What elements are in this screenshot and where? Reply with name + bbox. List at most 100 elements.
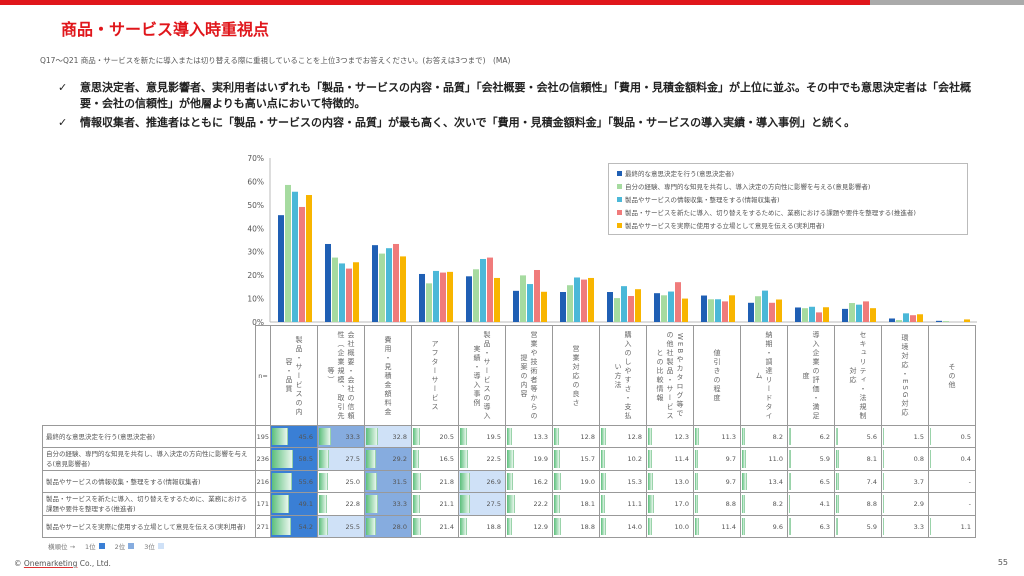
y-tick-label: 0% <box>252 318 264 327</box>
cell-bar <box>460 473 470 490</box>
column-header: アフターサービス <box>411 325 459 426</box>
column-header: その他 <box>928 325 976 426</box>
table-cell: 8.2 <box>740 425 788 448</box>
check-icon: ✓ <box>58 116 68 129</box>
cell-bar <box>836 495 840 513</box>
bar-1-7 <box>560 292 566 322</box>
table-cell: 11.4 <box>646 447 694 471</box>
cell-bar <box>648 495 654 513</box>
cell-bar <box>789 428 792 445</box>
bar-3-2 <box>339 263 345 322</box>
table-cell: 12.8 <box>552 425 600 448</box>
legend-label: 自分の経験、専門的な知見を共有し、導入決定の方向性に影響を与える(意見影響者) <box>625 183 871 191</box>
table-row: 製品やサービスを実際に使用する立場として意見を伝える(実利用者) 271 54.2 2… <box>42 515 976 538</box>
cell-bar <box>272 428 289 445</box>
cell-bar <box>413 518 421 535</box>
cell-bar <box>930 518 931 535</box>
table-cell: - <box>928 492 976 516</box>
cell-bar <box>272 518 292 535</box>
table-cell: 1.1 <box>928 515 976 538</box>
legend-swatch <box>617 210 622 215</box>
table-row: 最終的な意思決定を行う(意思決定者) 195 45.6 33.3 32.8 20.5 19.… <box>42 425 976 448</box>
bar-2-1 <box>285 184 291 322</box>
table-cell: 13.3 <box>505 425 553 448</box>
bar-1-10 <box>701 295 707 322</box>
cell-bar <box>789 518 792 535</box>
cell-bar <box>883 495 885 513</box>
bar-3-12 <box>809 306 815 322</box>
table-cell: 26.9 <box>458 470 506 493</box>
bar-4-3 <box>393 243 399 322</box>
n-header: n= <box>255 325 271 426</box>
cell-bar <box>272 473 292 490</box>
summary-bullets: ✓ 意思決定者、意見影響者、実利用者はいずれも「製品・サービスの内容・品質」「会社… <box>58 80 988 134</box>
legend-label: 製品やサービスを実際に使用する立場として意見を伝える(実利用者) <box>625 222 825 230</box>
table-cell: 13.0 <box>646 470 694 493</box>
cell-bar <box>507 450 515 468</box>
cell-bar <box>742 473 747 490</box>
legend-swatch <box>617 184 622 189</box>
table-cell: 12.3 <box>646 425 694 448</box>
top-accent-bar <box>0 0 870 5</box>
column-header: 購入のしやすさ・支払い方法 <box>599 325 647 426</box>
page-number: 55 <box>997 558 1008 567</box>
table-cell: 6.5 <box>787 470 835 493</box>
bar-2-3 <box>379 253 385 322</box>
bar-3-13 <box>856 304 862 322</box>
y-tick-label: 20% <box>247 271 264 280</box>
table-cell: 33.3 <box>317 425 365 448</box>
y-tick-label: 60% <box>247 177 264 186</box>
table-cell: 8.2 <box>740 492 788 516</box>
legend-label: 最終的な意思決定を行う(意思決定者) <box>625 170 735 178</box>
y-tick-label: 10% <box>247 295 264 304</box>
cell-bar <box>789 495 791 513</box>
cell-bar <box>554 428 559 445</box>
cell-bar <box>742 495 745 513</box>
column-header: 導入企業の評価・満足度 <box>787 325 835 426</box>
bar-2-15 <box>943 321 949 322</box>
table-cell: 10.2 <box>599 447 647 471</box>
table-cell: 25.0 <box>317 470 365 493</box>
bar-5-3 <box>400 256 406 322</box>
cell-bar <box>460 428 467 445</box>
cell-bar <box>601 473 607 490</box>
bar-5-1 <box>306 195 312 322</box>
cell-bar <box>554 450 560 468</box>
top-accent-bar-gray <box>870 0 1024 5</box>
cell-bar <box>319 428 331 445</box>
bar-5-14 <box>917 314 923 322</box>
cell-bar <box>695 450 699 468</box>
bar-3-6 <box>527 284 533 322</box>
bar-4-14 <box>910 315 916 322</box>
table-cell: 16.5 <box>411 447 459 471</box>
rank-legend: 横順位 → 1位 2位 3位 <box>48 541 164 551</box>
cell-bar <box>836 473 839 490</box>
cell-bar <box>742 428 745 445</box>
table-cell: 5.9 <box>834 515 882 538</box>
row-n: 216 <box>255 470 271 493</box>
legend-item: 製品やサービスの情報収集・整理をする(情報収集者) <box>617 194 959 207</box>
bar-1-2 <box>325 243 331 322</box>
bar-4-7 <box>581 279 587 322</box>
table-cell: 20.5 <box>411 425 459 448</box>
column-header: 営業や技術者等からの提案の内容 <box>505 325 553 426</box>
cell-bar <box>554 473 561 490</box>
bar-1-6 <box>513 290 519 322</box>
cell-bar <box>507 473 513 490</box>
rank-3: 3位 <box>144 541 164 551</box>
table-cell: 3.3 <box>881 515 929 538</box>
column-header: 値引きの程度 <box>693 325 741 426</box>
table-cell: 16.2 <box>505 470 553 493</box>
row-label: 製品やサービスを実際に使用する立場として意見を伝える(実利用者) <box>42 515 256 538</box>
cell-bar <box>413 450 419 468</box>
cell-bar <box>648 518 652 535</box>
cell-bar <box>554 518 561 535</box>
column-header: 会社概要・会社の信頼性（企業規模、取引先等） <box>317 325 365 426</box>
table-cell: 6.2 <box>787 425 835 448</box>
bar-4-13 <box>863 301 869 322</box>
bullet-text: 情報収集者、推進者はともに「製品・サービスの内容・品質」が最も高く、次いで「費用… <box>80 116 856 129</box>
cell-bar <box>507 518 512 535</box>
bar-5-4 <box>447 271 453 322</box>
table-cell: 0.8 <box>881 447 929 471</box>
cell-bar <box>601 495 605 513</box>
